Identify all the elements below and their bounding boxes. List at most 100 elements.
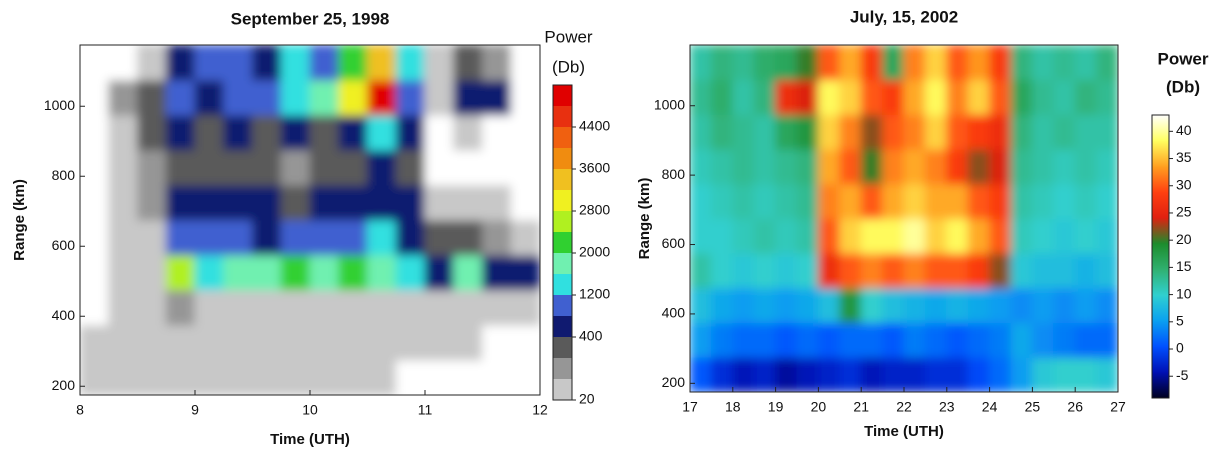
heatmap-cell	[137, 219, 167, 256]
heatmap-cell	[252, 289, 282, 326]
heatmap-cell	[1031, 218, 1055, 254]
heatmap-cell	[710, 79, 734, 115]
heatmap-cell	[1053, 183, 1076, 219]
x-tick-label: 9	[191, 402, 199, 418]
heatmap-cell	[482, 45, 512, 81]
heatmap-cell	[796, 218, 819, 254]
heatmap-cell	[839, 322, 862, 358]
heatmap-cell	[252, 45, 282, 81]
heatmap-cell	[367, 219, 397, 256]
colorbar-tick-label: 20	[1176, 231, 1192, 247]
heatmap-cell	[796, 356, 819, 392]
x-tick-label: 21	[853, 399, 869, 415]
heatmap-cell	[690, 79, 712, 115]
heatmap-cell	[309, 114, 340, 151]
heatmap-cell	[223, 149, 253, 186]
heatmap-cell	[424, 45, 455, 81]
heatmap-cell	[967, 79, 991, 115]
colorbar-band	[1152, 346, 1169, 373]
y-axis-label: Range (km)	[11, 179, 28, 261]
heatmap-cell	[1053, 148, 1076, 185]
heatmap-cell	[817, 252, 841, 289]
heatmap-cells	[80, 45, 540, 395]
heatmap	[690, 45, 1118, 392]
heatmap-cell	[753, 148, 777, 185]
heatmap-cell	[108, 219, 138, 256]
heatmap-cell	[924, 79, 948, 115]
heatmap-cell	[1053, 252, 1076, 289]
heatmap-cell	[753, 252, 777, 289]
heatmap-cell	[946, 148, 969, 185]
heatmap-cell	[482, 79, 512, 116]
colorbar-band	[553, 316, 572, 337]
heatmap-cell	[367, 45, 397, 81]
heatmap-cell	[732, 148, 755, 185]
heatmap-cell	[194, 324, 225, 361]
heatmap-cell	[338, 45, 368, 81]
heatmap-cell	[1096, 218, 1118, 254]
heatmap-cell	[510, 324, 540, 361]
heatmap-cell	[338, 149, 368, 186]
heatmap-cell	[903, 183, 926, 219]
y-axis-label: Range (km)	[636, 178, 653, 260]
heatmap-cell	[395, 114, 426, 151]
heatmap-cell	[690, 45, 712, 81]
heatmap-cells	[690, 45, 1118, 392]
heatmap-cell	[252, 114, 282, 151]
heatmap-cell	[80, 219, 110, 256]
heatmap-cell	[775, 356, 798, 392]
y-tick-label: 1000	[44, 97, 75, 113]
heatmap-cell	[817, 287, 841, 324]
heatmap-cell	[924, 356, 948, 392]
heatmap-cell	[510, 149, 540, 186]
heatmap-cell	[367, 359, 397, 395]
heatmap-cell	[338, 114, 368, 151]
colorbar-tick-label: 10	[1176, 285, 1192, 301]
heatmap-cell	[989, 113, 1012, 150]
colorbar-title: (Db)	[552, 57, 585, 76]
y-tick-label: 800	[662, 166, 686, 182]
heatmap-cell	[732, 79, 755, 115]
heatmap-cell	[252, 184, 282, 221]
heatmap-cell	[967, 252, 991, 289]
colorbar-tick-label: 15	[1176, 258, 1192, 274]
heatmap-cell	[309, 359, 340, 395]
heatmap-cell	[80, 289, 110, 326]
heatmap	[80, 45, 540, 395]
heatmap-cell	[967, 45, 991, 81]
heatmap-cell	[1096, 113, 1118, 150]
heatmap-cell	[510, 45, 540, 81]
x-tick-label: 12	[532, 402, 548, 418]
heatmap-cell	[482, 289, 512, 326]
heatmap-cell	[367, 254, 397, 291]
heatmap-cell	[903, 252, 926, 289]
heatmap-cell	[882, 45, 905, 81]
y-tick-label: 400	[662, 305, 686, 321]
heatmap-cell	[946, 218, 969, 254]
heatmap-cell	[710, 218, 734, 254]
heatmap-cell	[453, 79, 483, 116]
heatmap-cell	[860, 79, 884, 115]
heatmap-cell	[194, 219, 225, 256]
heatmap-cell	[223, 114, 253, 151]
heatmap-cell	[309, 45, 340, 81]
heatmap-cell	[860, 218, 884, 254]
heatmap-cell	[280, 219, 311, 256]
heatmap-cell	[690, 252, 712, 289]
x-tick-label: 23	[939, 399, 955, 415]
heatmap-cell	[80, 79, 110, 116]
heatmap-cell	[903, 148, 926, 185]
heatmap-cell	[1074, 287, 1098, 324]
heatmap-cell	[1096, 322, 1118, 358]
heatmap-cell	[753, 322, 777, 358]
heatmap-cell	[732, 356, 755, 392]
heatmap-cell	[510, 184, 540, 221]
colorbar-band	[1152, 269, 1169, 296]
heatmap-cell	[453, 114, 483, 151]
heatmap-cell	[482, 254, 512, 291]
heatmap-cell	[989, 356, 1012, 392]
colorbar-tick-label: 0	[1176, 340, 1184, 356]
heatmap-cell	[367, 184, 397, 221]
heatmap-cell	[924, 113, 948, 150]
heatmap-cell	[1010, 79, 1033, 115]
